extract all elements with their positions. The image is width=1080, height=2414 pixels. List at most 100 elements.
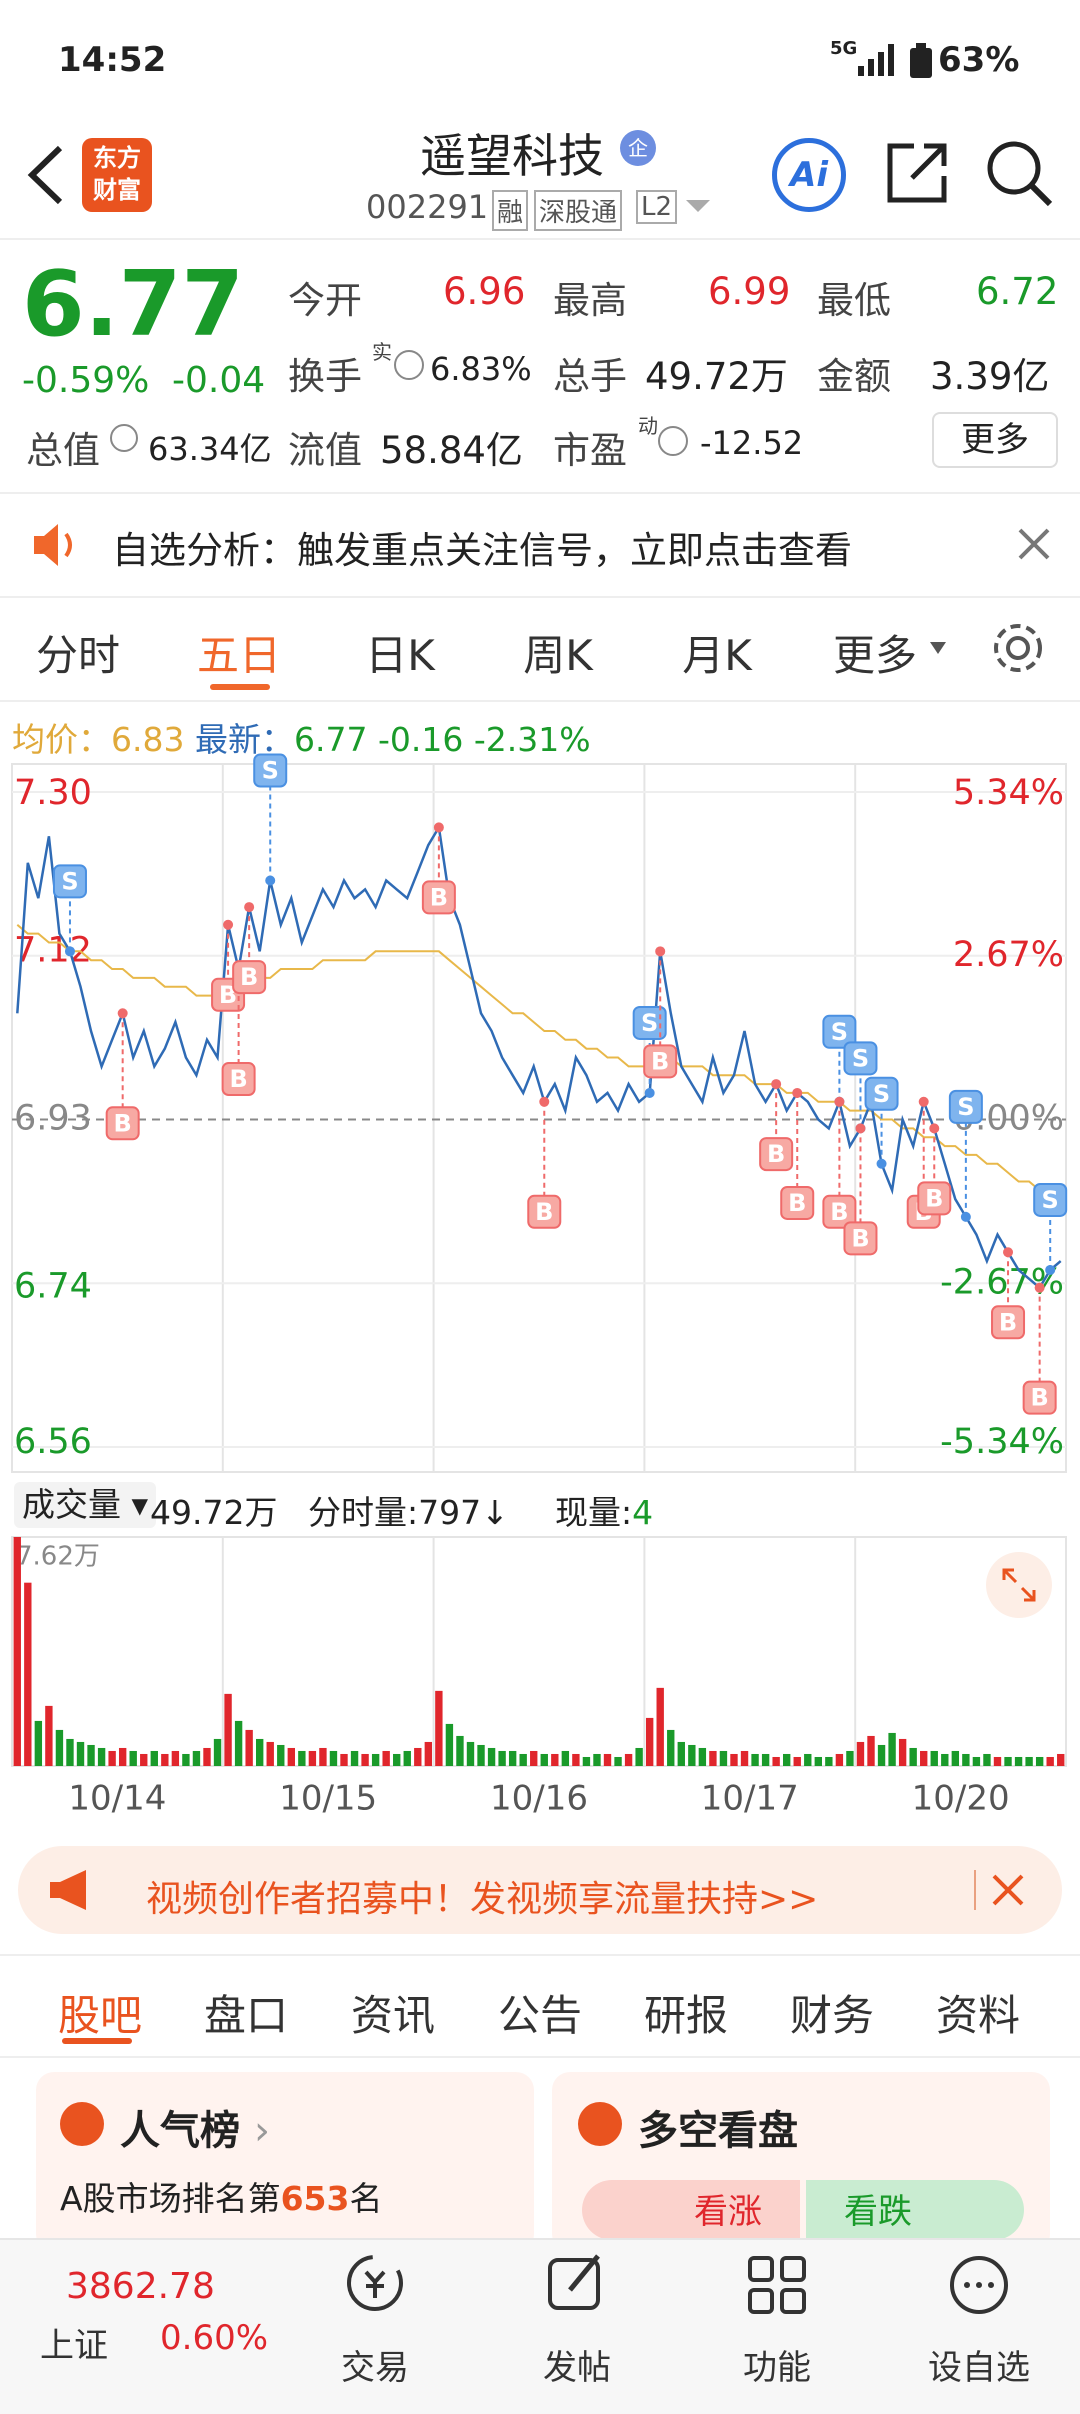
- y2-tick-label: -5.34%: [940, 1422, 1064, 1462]
- info-icon[interactable]: [394, 350, 424, 380]
- signal-badge: [948, 1089, 983, 1124]
- network: 5G: [830, 38, 858, 59]
- ad-banner[interactable]: [18, 1846, 1062, 1934]
- volume-bar: [403, 1750, 411, 1766]
- average-line: [16, 924, 1062, 1209]
- avg-label: 均价：: [12, 720, 111, 759]
- volume-bar: [814, 1756, 822, 1766]
- ad-text[interactable]: 视频创作者招募中！发视频享流量扶持>>: [146, 1879, 819, 1920]
- signal-point: [655, 946, 666, 957]
- volume-bar: [329, 1750, 338, 1766]
- volume-bar: [667, 1729, 675, 1766]
- y2-tick-label: 5.34%: [953, 773, 1064, 813]
- section-tab[interactable]: 盘口: [203, 1991, 288, 2040]
- chart-tab[interactable]: 更多: [832, 631, 917, 680]
- notice-text[interactable]: 自选分析：触发重点关注信号，立即点击查看: [112, 529, 852, 572]
- volume-bar: [45, 1705, 53, 1766]
- signal-label: S: [1042, 1186, 1059, 1214]
- signal-point: [1003, 1247, 1014, 1258]
- price-line: [16, 823, 1062, 1290]
- signal-point: [117, 1008, 128, 1019]
- volume-bar: [730, 1753, 738, 1766]
- tab-indicator: [62, 2038, 132, 2044]
- field-label: 最低: [817, 279, 891, 322]
- chart-tab[interactable]: 周K: [523, 631, 593, 680]
- more-button[interactable]: 更多: [932, 412, 1058, 468]
- volume-bar: [435, 1690, 443, 1766]
- chart-tab-active[interactable]: 五日: [196, 631, 281, 680]
- signal-point: [265, 875, 276, 886]
- chart-tab[interactable]: 分时: [35, 631, 120, 680]
- volume-bar: [930, 1750, 938, 1766]
- section-tab-active[interactable]: 股吧: [57, 1991, 142, 2040]
- title-badge: 企: [620, 130, 656, 166]
- section-tab[interactable]: 资料: [935, 1991, 1020, 2040]
- chart-tab[interactable]: 月K: [682, 631, 752, 680]
- volume-bar: [793, 1756, 801, 1766]
- signal-badge: [917, 1181, 952, 1216]
- field-label: 金额: [817, 355, 891, 398]
- volume-bar: [972, 1756, 981, 1766]
- bull-button[interactable]: [582, 2180, 800, 2240]
- logo-line: 东方: [93, 144, 141, 172]
- avg-value: 6.83: [111, 720, 185, 759]
- volume-bar: [909, 1747, 917, 1766]
- signal-label: B: [229, 1065, 247, 1093]
- close-ad[interactable]: [990, 1872, 1026, 1908]
- volume-bar: [445, 1723, 454, 1766]
- speaker-icon: [34, 524, 72, 566]
- bear-text: 看跌: [844, 2192, 912, 2232]
- field-value: 49.72万: [645, 355, 788, 398]
- search-button[interactable]: [984, 138, 1054, 208]
- info-icon[interactable]: [110, 424, 138, 452]
- volume-bar: [561, 1750, 570, 1766]
- volume-bar: [582, 1756, 591, 1766]
- signal-badge: [864, 1076, 899, 1111]
- field-value: 6.83%: [430, 350, 532, 388]
- field-label: 今开: [288, 279, 362, 322]
- volume-bar: [456, 1735, 464, 1766]
- signal-badge: [822, 1194, 857, 1229]
- y-tick-label: 6.93: [14, 1099, 92, 1139]
- volume-bar: [719, 1750, 728, 1766]
- ai-button[interactable]: Ai: [772, 138, 846, 212]
- settings-button[interactable]: [990, 620, 1046, 676]
- signal-badge: [822, 1014, 857, 1049]
- signal-badge: [991, 1305, 1026, 1340]
- section-tab[interactable]: 公告: [497, 1991, 582, 2040]
- info-icon[interactable]: [658, 426, 688, 456]
- close-notice[interactable]: [1016, 526, 1052, 562]
- section-tab[interactable]: 资讯: [350, 1991, 435, 2040]
- change: -0.04: [172, 360, 266, 401]
- signal-point: [792, 1087, 803, 1098]
- volume-bar: [319, 1747, 327, 1766]
- volume-bar: [941, 1753, 949, 1766]
- nav-item[interactable]: 功能: [743, 2348, 811, 2388]
- back-button[interactable]: [20, 140, 70, 210]
- watchlist-icon: [950, 2256, 1008, 2314]
- signal-label: B: [851, 1224, 869, 1252]
- expand-button[interactable]: [986, 1552, 1052, 1618]
- chart-tab[interactable]: 日K: [365, 631, 435, 680]
- tick-volume: 分时量:797↓: [308, 1486, 509, 1534]
- status-time: 14:52: [58, 40, 167, 80]
- volume-selector[interactable]: 成交量 ▾: [14, 1482, 157, 1528]
- volume-bar: [13, 1537, 21, 1766]
- bear-button[interactable]: [806, 2180, 1024, 2240]
- nav-item[interactable]: 发帖: [543, 2348, 611, 2388]
- popularity-card[interactable]: [36, 2072, 534, 2252]
- now-volume: 现量:4: [555, 1486, 653, 1534]
- volume-bar: [97, 1747, 106, 1766]
- signal-label: B: [651, 1047, 669, 1075]
- nav-item[interactable]: 交易: [341, 2348, 409, 2388]
- nav-item[interactable]: 设自选: [928, 2348, 1030, 2388]
- section-tab[interactable]: 研报: [643, 1991, 728, 2040]
- signal-badge: [105, 1106, 140, 1141]
- section-tab[interactable]: 财务: [789, 1991, 874, 2040]
- volume-bar: [867, 1735, 875, 1766]
- share-button[interactable]: [884, 138, 954, 208]
- field-label: 最高: [553, 279, 627, 322]
- volume-bar: [55, 1729, 64, 1766]
- volume-bar: [224, 1693, 232, 1766]
